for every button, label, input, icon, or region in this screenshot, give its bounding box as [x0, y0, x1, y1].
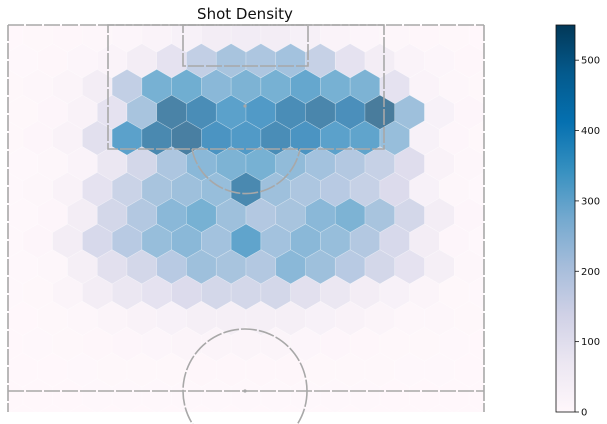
hexbin-cell: [483, 309, 484, 328]
hexbin-cell: [468, 275, 484, 311]
hexbin-cell: [483, 103, 484, 122]
colorbar-gradient: [555, 24, 576, 413]
colorbar-tick-label: 200: [581, 267, 600, 278]
hexbin-cell: [468, 69, 484, 105]
pitch-markings: [7, 24, 485, 424]
pitch-area: [8, 25, 484, 412]
hexbin-cell: [483, 257, 484, 276]
penalty-arc: [191, 148, 301, 195]
hexbin-cell: [468, 223, 484, 259]
colorbar: 0 100 200 300 400 500: [555, 24, 600, 419]
hexbin-layer: [8, 25, 484, 412]
chart-title: Shot Density: [197, 5, 293, 23]
penalty-spot: [243, 104, 247, 108]
hexbin-cell: [483, 206, 484, 225]
six-yard-box: [182, 24, 309, 67]
colorbar-tick-label: 500: [581, 56, 600, 67]
hexbin-cell: [468, 25, 484, 53]
colorbar-ticks: 0 100 200 300 400 500: [575, 56, 600, 419]
hexbin-cell: [483, 361, 484, 379]
colorbar-tick-label: 100: [581, 337, 600, 348]
colorbar-tick-label: 400: [581, 126, 600, 137]
center-spot: [243, 389, 247, 393]
hexbin-cell: [468, 378, 484, 412]
colorbar-tick-label: 0: [581, 408, 587, 419]
center-circle: [182, 328, 308, 424]
hexbin-cell: [468, 172, 484, 208]
hexbin-cell: [483, 51, 484, 70]
hexbin-cell: [483, 154, 484, 173]
colorbar-tick-label: 300: [581, 196, 600, 207]
hexbin-cell: [468, 120, 484, 156]
hexbin-cell: [468, 326, 484, 362]
